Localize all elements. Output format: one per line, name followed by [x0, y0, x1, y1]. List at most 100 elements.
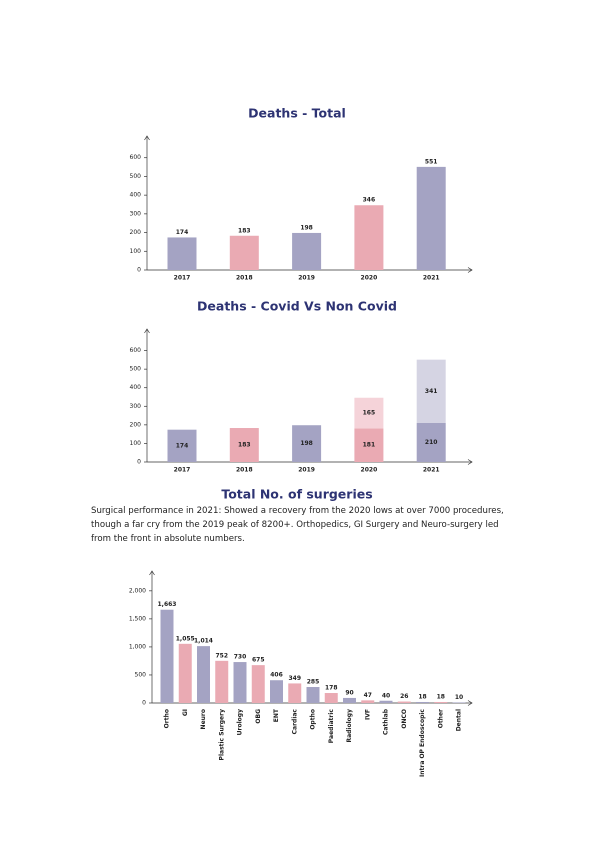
bar [416, 166, 446, 270]
x-tick-label: Radiology [346, 709, 353, 743]
x-tick-label: Other [437, 709, 444, 728]
value-label: 406 [270, 672, 283, 679]
bar [343, 697, 356, 703]
y-tick-label: 400 [130, 192, 142, 199]
x-tick-label: ONCO [401, 709, 408, 729]
value-label: 90 [345, 689, 353, 696]
x-tick-label: Plastic Surgery [218, 709, 225, 761]
bar [379, 700, 393, 703]
x-tick-label: 2017 [174, 467, 191, 474]
bar [452, 702, 466, 703]
value-label: 210 [425, 439, 438, 446]
x-tick-label: 2019 [298, 275, 315, 282]
y-tick-label: 1,000 [129, 643, 146, 650]
value-label: 165 [363, 410, 376, 417]
x-tick-label: Neuro [200, 709, 207, 729]
axis-arrow [467, 267, 473, 273]
x-tick-label: 2020 [361, 467, 378, 474]
y-tick-label: 0 [137, 267, 141, 274]
value-label: 47 [364, 692, 372, 699]
value-label: 1,014 [194, 638, 213, 645]
value-label: 341 [425, 388, 438, 395]
x-tick-label: OBG [255, 709, 262, 724]
y-tick-label: 500 [130, 366, 142, 373]
x-tick-label: Optho [310, 709, 317, 730]
bar [197, 646, 210, 703]
y-tick-label: 100 [130, 440, 142, 447]
bar [288, 683, 302, 703]
y-tick-label: 600 [130, 154, 142, 161]
value-label: 551 [425, 158, 438, 165]
bar [292, 232, 322, 270]
y-tick-label: 2,000 [129, 587, 146, 594]
x-tick-label: 2017 [174, 275, 191, 282]
x-tick-label: 2019 [298, 467, 315, 474]
value-label: 1,055 [176, 635, 195, 642]
bar [215, 660, 229, 703]
chart-title: Deaths - Total [248, 106, 346, 121]
bar [306, 687, 320, 703]
x-tick-label: ENT [273, 708, 280, 722]
x-tick-label: 2018 [236, 467, 253, 474]
axis-arrow [149, 570, 155, 576]
x-tick-label: Paediatric [328, 709, 335, 744]
bar [233, 662, 247, 703]
y-tick-label: 300 [130, 210, 142, 217]
value-label: 198 [300, 440, 313, 447]
value-label: 18 [418, 693, 426, 700]
y-tick-label: 0 [142, 700, 146, 707]
bar [361, 700, 375, 703]
y-tick-label: 400 [130, 384, 142, 391]
bar [229, 235, 259, 270]
bar [354, 205, 384, 270]
y-tick-label: 300 [130, 403, 142, 410]
value-label: 346 [363, 197, 376, 204]
x-tick-label: 2018 [236, 275, 253, 282]
bar-segment [416, 359, 446, 423]
axis-arrow [467, 459, 473, 465]
value-label: 675 [252, 657, 265, 664]
bar [324, 693, 338, 703]
y-tick-label: 100 [130, 248, 142, 255]
x-tick-label: Urology [237, 709, 244, 735]
y-tick-label: 200 [130, 229, 142, 236]
bar [416, 701, 429, 703]
x-tick-label: Cardiac [291, 709, 298, 735]
y-tick-label: 600 [130, 347, 142, 354]
bar-segment [167, 429, 197, 462]
y-tick-label: 1,500 [129, 615, 146, 622]
x-tick-label: 2021 [423, 275, 440, 282]
bar [167, 237, 197, 270]
x-tick-label: Intra OP Endoscopic [419, 709, 426, 777]
bar-segment [229, 428, 259, 462]
chart-title: Total No. of surgeries [221, 487, 372, 502]
value-label: 18 [437, 693, 445, 700]
x-tick-label: IVF [364, 709, 371, 720]
value-label: 752 [215, 652, 228, 659]
axis-arrow [144, 328, 150, 334]
bar [178, 643, 192, 703]
value-label: 1,663 [158, 601, 177, 608]
value-label: 183 [238, 442, 251, 449]
value-label: 349 [288, 675, 301, 682]
x-tick-label: Dental [456, 709, 463, 731]
bar-segment [416, 423, 446, 462]
x-tick-label: Cathlab [383, 708, 390, 735]
bar [270, 680, 283, 703]
bar [251, 665, 265, 703]
bar [434, 701, 448, 703]
value-label: 183 [238, 227, 251, 234]
bar [397, 701, 411, 703]
y-tick-label: 500 [130, 173, 142, 180]
y-tick-label: 500 [135, 671, 147, 678]
value-label: 730 [234, 654, 247, 661]
value-label: 198 [300, 224, 313, 231]
bar-segment [354, 397, 384, 429]
value-label: 178 [325, 685, 338, 692]
x-tick-label: Ortho [164, 709, 171, 728]
value-label: 181 [363, 442, 376, 449]
bar [160, 609, 174, 703]
x-tick-label: GI [182, 709, 189, 716]
